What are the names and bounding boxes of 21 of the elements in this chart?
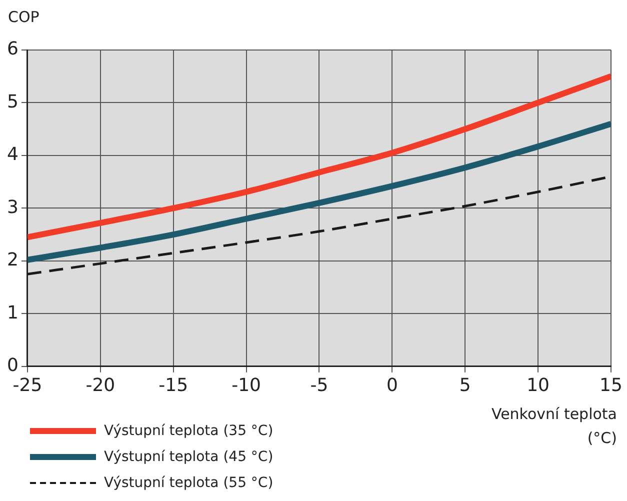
x-tick-label: -10 bbox=[232, 374, 261, 396]
y-tick-label: 1 bbox=[7, 302, 18, 324]
y-tick-label: 2 bbox=[7, 250, 18, 271]
x-tick-label: -20 bbox=[86, 374, 116, 396]
x-tick-label: 0 bbox=[386, 374, 398, 396]
x-tick-label: -15 bbox=[158, 374, 188, 396]
x-tick-label: 15 bbox=[600, 374, 622, 396]
x-tick-label: -5 bbox=[310, 374, 328, 396]
y-tick-label: 0 bbox=[7, 355, 18, 376]
legend-label: Výstupní teplota (55 °C) bbox=[104, 475, 274, 491]
y-tick-label: 5 bbox=[7, 91, 18, 112]
x-axis-title: Venkovní teplota (°C) bbox=[490, 404, 617, 449]
x-tick-label: 5 bbox=[459, 374, 471, 396]
x-tick-label: -25 bbox=[12, 374, 42, 396]
legend-label: Výstupní teplota (45 °C) bbox=[104, 449, 274, 465]
y-axis-title: COP bbox=[8, 8, 40, 26]
y-tick-label: 4 bbox=[7, 144, 18, 166]
legend-label: Výstupní teplota (35 °C) bbox=[104, 423, 274, 439]
y-tick-label: 6 bbox=[7, 38, 18, 60]
x-tick-label: 10 bbox=[526, 374, 550, 396]
y-tick-label: 3 bbox=[7, 196, 18, 218]
